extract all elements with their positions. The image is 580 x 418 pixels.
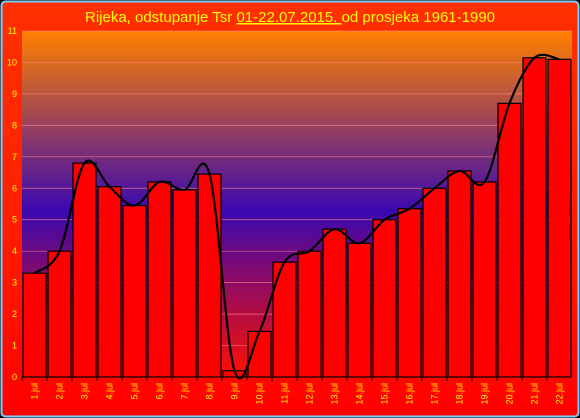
y-tick-label: 8 [12, 120, 17, 130]
x-tick-label: 18.jul [455, 383, 465, 405]
x-tick-label: 10.jul [255, 383, 265, 405]
x-tick-label: 7.jul [180, 383, 190, 400]
chart-title: Rijeka, odstupanje Tsr 01-22.07.2015. od… [85, 9, 495, 26]
bar [97, 186, 122, 378]
y-tick-label: 6 [12, 183, 17, 193]
x-tick-label: 5.jul [130, 383, 140, 400]
x-tick-label: 6.jul [155, 383, 165, 400]
bar [22, 272, 47, 378]
bar [522, 57, 547, 378]
x-tick-label: 11.jul [280, 383, 290, 404]
y-axis-ticks: 0 1 2 3 4 5 6 7 8 9 10 11 [7, 26, 17, 382]
bar [47, 250, 72, 378]
x-tick-label: 8.jul [205, 383, 215, 400]
x-tick-label: 20.jul [505, 383, 515, 405]
x-tick-label: 22.jul [555, 383, 565, 405]
bar [422, 187, 447, 378]
x-tick-label: 9.jul [230, 383, 240, 400]
bar [297, 250, 322, 378]
x-tick-label: 14.jul [355, 383, 365, 405]
y-tick-label: 9 [12, 89, 17, 99]
bar [197, 173, 222, 378]
bar [472, 181, 497, 378]
y-tick-label: 5 [12, 215, 17, 225]
x-tick-label: 2.jul [55, 383, 65, 400]
bar [447, 170, 472, 378]
trendline [33, 53, 560, 380]
bar [72, 162, 97, 378]
y-tick-label: 11 [8, 26, 17, 36]
x-tick-label: 17.jul [430, 383, 440, 405]
x-tick-label: 19.jul [480, 383, 490, 405]
x-tick-label: 16.jul [405, 383, 415, 405]
x-tick-label: 4.jul [105, 383, 115, 400]
y-tick-label: 2 [12, 309, 17, 319]
y-tick-label: 0 [12, 372, 17, 382]
x-axis-ticks: 1.jul 2.jul 3.jul 4.jul 5.jul 6.jul 7.jul 8.jul… [21, 377, 565, 405]
y-tick-label: 1 [12, 341, 17, 351]
x-tick-label: 15.jul [380, 383, 390, 405]
x-tick-label: 13.jul [330, 383, 340, 405]
bar [172, 189, 197, 378]
bar [347, 242, 372, 378]
bar [147, 181, 172, 378]
x-tick-label: 21.jul [530, 383, 540, 405]
bar [372, 219, 397, 378]
x-tick-label: 12.jul [305, 383, 315, 405]
y-tick-label: 4 [12, 246, 17, 256]
x-tick-label: 1.jul [30, 383, 40, 400]
y-tick-label: 10 [7, 57, 17, 67]
y-tick-label: 3 [12, 278, 17, 288]
bar [322, 228, 347, 378]
bar [397, 208, 422, 378]
bar [547, 58, 572, 378]
x-tick-label: 3.jul [80, 383, 90, 400]
y-tick-label: 7 [12, 152, 17, 162]
bar [122, 204, 147, 378]
bar [497, 102, 522, 378]
